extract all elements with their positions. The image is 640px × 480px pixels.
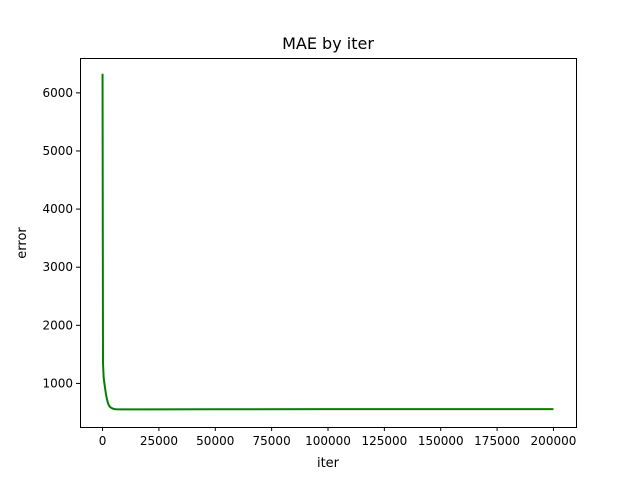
x-tick-label: 100000 bbox=[305, 434, 351, 448]
x-tick-label: 175000 bbox=[474, 434, 520, 448]
x-tick-label: 25000 bbox=[140, 434, 178, 448]
y-tick-label: 1000 bbox=[42, 376, 73, 390]
x-tick-label: 50000 bbox=[196, 434, 234, 448]
series-line bbox=[101, 73, 554, 411]
y-tick-label: 6000 bbox=[42, 86, 73, 100]
y-tick-label: 3000 bbox=[42, 260, 73, 274]
x-tick-label: 125000 bbox=[361, 434, 407, 448]
y-tick-label: 4000 bbox=[42, 202, 73, 216]
chart-title: MAE by iter bbox=[282, 34, 374, 53]
x-tick-label: 75000 bbox=[253, 434, 291, 448]
y-tick-label: 5000 bbox=[42, 144, 73, 158]
y-axis-label: error bbox=[15, 227, 30, 259]
x-axis: 0 25000 50000 75000 100000 125000 150000 175000… bbox=[99, 427, 577, 448]
x-tick-label: 200000 bbox=[531, 434, 577, 448]
x-tick-label: 0 bbox=[99, 434, 107, 448]
y-axis: 1000 2000 3000 4000 5000 6000 bbox=[42, 86, 80, 390]
x-tick-label: 150000 bbox=[418, 434, 464, 448]
y-tick-label: 2000 bbox=[42, 318, 73, 332]
x-axis-label: iter bbox=[317, 456, 340, 471]
plot-area bbox=[101, 73, 554, 411]
